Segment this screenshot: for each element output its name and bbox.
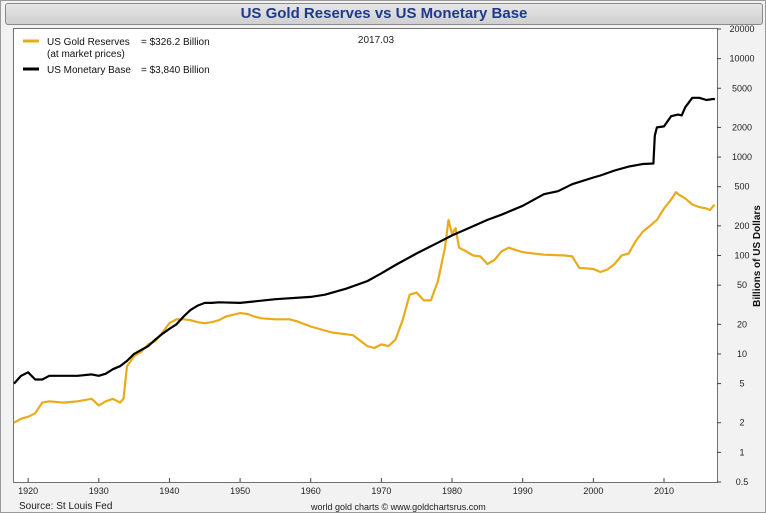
- y-tick-label: 20000: [729, 24, 754, 34]
- source-note: Source: St Louis Fed: [19, 501, 113, 512]
- y-tick-label: 2000: [732, 122, 752, 132]
- x-tick-label: 1970: [371, 486, 391, 496]
- legend-value: = $3,840 Billion: [141, 65, 210, 76]
- x-tick-label: 1930: [89, 486, 109, 496]
- y-tick-label: 1000: [732, 152, 752, 162]
- y-tick-label: 50: [737, 280, 747, 290]
- legend: US Gold Reserves = $326.2 Billion (at mark…: [23, 37, 210, 76]
- y-tick-label: 0.5: [736, 477, 749, 487]
- series-line-monetary-base: [13, 96, 716, 385]
- y-tick-label: 100: [734, 251, 749, 261]
- y-tick-label: 500: [734, 182, 749, 192]
- x-tick-label: 1990: [513, 486, 533, 496]
- x-tick-label: 1980: [442, 486, 462, 496]
- chart-title: US Gold Reserves vs US Monetary Base: [5, 3, 763, 25]
- x-tick-label: 1960: [301, 486, 321, 496]
- plot-layer: [13, 96, 716, 424]
- x-tick-label: 1940: [159, 486, 179, 496]
- y-tick-label: 1: [739, 447, 744, 457]
- y-tick-label: 200: [734, 221, 749, 231]
- x-tick-label: 2000: [583, 486, 603, 496]
- axis-layer: 0.5 1 2 5 10 20 50 100 200 500 1000 2000 5000 10000 20…: [18, 24, 754, 496]
- x-tick-label: 1950: [230, 486, 250, 496]
- legend-label: US Monetary Base: [47, 65, 131, 76]
- legend-value: = $326.2 Billion: [141, 37, 210, 48]
- y-tick-label: 2: [739, 418, 744, 428]
- plot-area-border: [13, 28, 718, 483]
- legend-note: (at market prices): [47, 49, 125, 60]
- date-label: 2017.03: [358, 35, 395, 46]
- y-tick-label: 20: [737, 319, 747, 329]
- x-tick-label: 2010: [654, 486, 674, 496]
- y-tick-label: 5000: [732, 83, 752, 93]
- y-tick-label: 10: [737, 349, 747, 359]
- x-tick-label: 1920: [18, 486, 38, 496]
- y-tick-label: 5: [739, 379, 744, 389]
- series-line-gold-reserves: [13, 191, 716, 424]
- credit-note: world gold charts © www.goldchartsrus.co…: [311, 502, 486, 512]
- y-axis-title: Billions of US Dollars: [752, 205, 763, 307]
- legend-label: US Gold Reserves: [47, 37, 130, 48]
- y-tick-label: 10000: [729, 54, 754, 64]
